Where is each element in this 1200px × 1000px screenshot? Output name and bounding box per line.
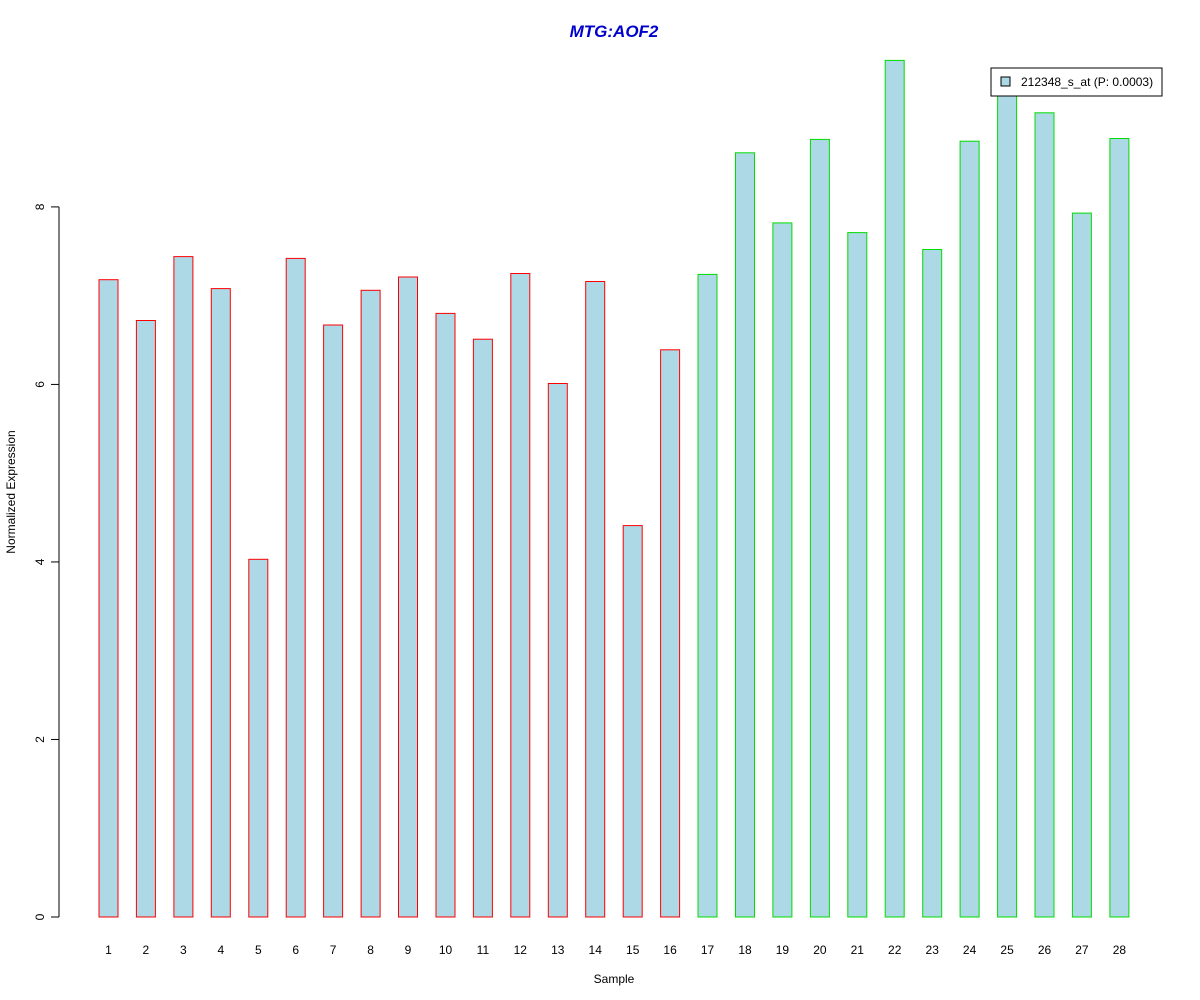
x-tick-label: 2 <box>143 943 150 957</box>
x-tick-label: 9 <box>405 943 412 957</box>
legend: 212348_s_at (P: 0.0003) <box>990 67 1163 97</box>
legend-label: 212348_s_at (P: 0.0003) <box>1021 75 1153 89</box>
x-tick-label: 3 <box>180 943 187 957</box>
x-tick-label: 21 <box>851 943 865 957</box>
bar <box>210 288 231 918</box>
x-tick-label: 4 <box>217 943 224 957</box>
x-tick-label: 16 <box>663 943 677 957</box>
x-tick-label: 7 <box>330 943 337 957</box>
x-tick-label: 26 <box>1038 943 1052 957</box>
bar <box>922 249 943 918</box>
bar <box>248 558 269 918</box>
bar <box>323 324 344 918</box>
bar <box>622 525 643 918</box>
bar <box>997 93 1018 918</box>
bar <box>1071 212 1092 918</box>
x-tick-label: 10 <box>439 943 453 957</box>
x-tick-label: 6 <box>292 943 299 957</box>
bar <box>809 138 830 918</box>
x-tick-label: 28 <box>1113 943 1127 957</box>
bar <box>547 383 568 918</box>
y-tick-label: 2 <box>33 736 47 743</box>
bar <box>472 338 493 918</box>
x-tick-label: 1 <box>105 943 112 957</box>
y-tick-label: 6 <box>33 381 47 388</box>
bar <box>1034 112 1055 918</box>
x-tick-label: 13 <box>551 943 565 957</box>
bar <box>772 222 793 918</box>
y-axis: 0 2 4 6 8 <box>33 203 60 920</box>
x-tick-label: 11 <box>477 943 490 957</box>
x-tick-label: 27 <box>1075 943 1089 957</box>
bars <box>98 59 1130 918</box>
legend-box <box>990 67 1163 97</box>
bar <box>959 140 980 918</box>
x-axis-label: Sample <box>594 972 635 986</box>
x-tick-label: 19 <box>776 943 790 957</box>
bar <box>847 232 868 918</box>
y-axis-label: Normalized Expression <box>4 430 18 553</box>
chart-title: MTG:AOF2 <box>570 22 659 41</box>
legend-swatch <box>1000 76 1011 87</box>
x-axis-tick-labels: 1 2 3 4 5 6 7 8 9 10 11 12 13 14 15 16 17 18 19 20 21 22 23 24 2… <box>105 943 1126 957</box>
x-tick-label: 14 <box>589 943 603 957</box>
bar <box>660 349 681 918</box>
x-tick-label: 25 <box>1000 943 1014 957</box>
bar <box>585 281 606 918</box>
x-tick-label: 22 <box>888 943 902 957</box>
bar <box>735 152 755 918</box>
bar <box>398 276 418 918</box>
x-tick-label: 18 <box>738 943 752 957</box>
y-tick-label: 0 <box>33 913 47 920</box>
x-tick-label: 5 <box>255 943 262 957</box>
y-tick-label: 8 <box>33 203 47 210</box>
bar <box>135 320 156 918</box>
x-tick-label: 23 <box>926 943 940 957</box>
bar <box>1109 138 1130 918</box>
x-tick-label: 20 <box>813 943 827 957</box>
x-tick-label: 15 <box>626 943 640 957</box>
x-tick-label: 17 <box>701 943 715 957</box>
bar <box>360 289 381 918</box>
y-tick-label: 4 <box>33 558 47 565</box>
bar <box>697 273 718 918</box>
bar <box>510 273 531 918</box>
bar <box>884 59 905 918</box>
bar <box>285 257 306 918</box>
x-tick-label: 8 <box>367 943 374 957</box>
x-tick-label: 24 <box>963 943 977 957</box>
x-tick-label: 12 <box>514 943 528 957</box>
bar <box>435 312 456 918</box>
bar <box>98 279 119 918</box>
bar <box>173 256 194 918</box>
